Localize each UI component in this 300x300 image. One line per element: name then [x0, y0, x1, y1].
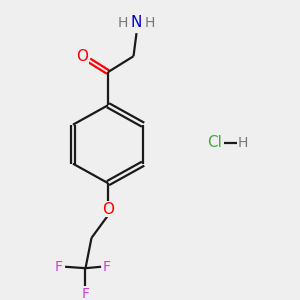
Text: F: F — [55, 260, 62, 274]
Text: Cl: Cl — [207, 135, 222, 150]
Text: F: F — [82, 287, 89, 300]
Text: O: O — [76, 49, 88, 64]
Text: F: F — [103, 260, 110, 274]
Text: O: O — [102, 202, 114, 217]
Text: H: H — [118, 16, 128, 30]
Text: H: H — [145, 16, 155, 30]
Text: N: N — [131, 15, 142, 30]
Text: H: H — [238, 136, 248, 150]
